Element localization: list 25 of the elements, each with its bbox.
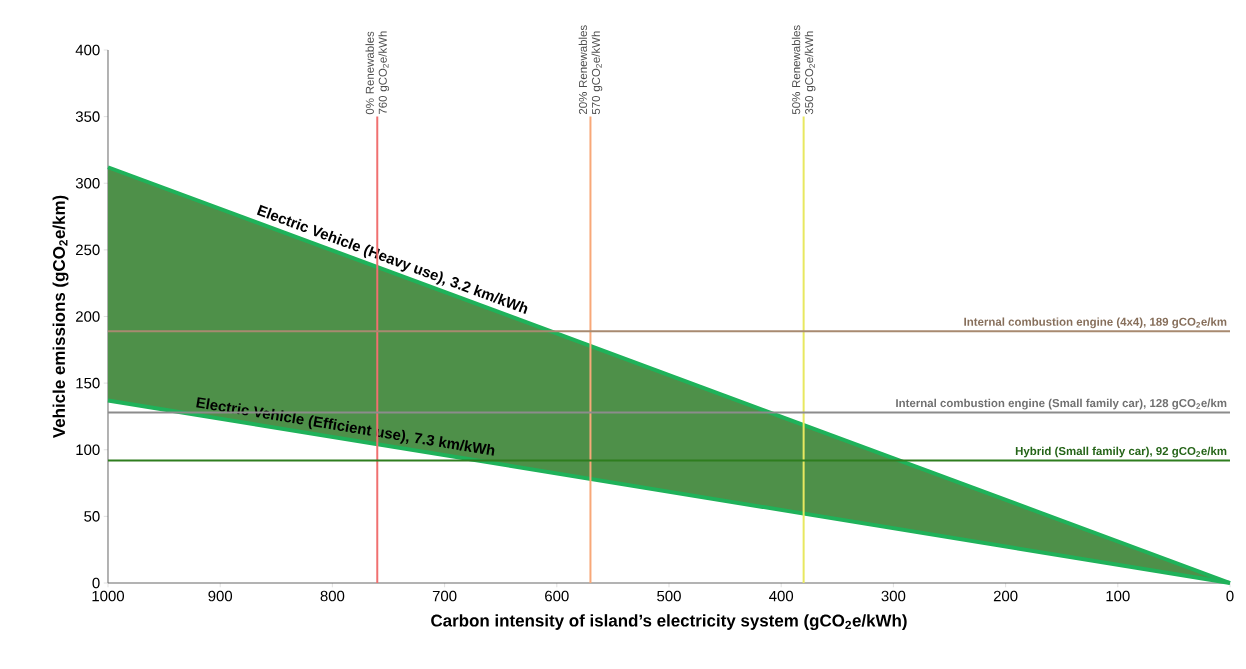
y-tick-label: 50 — [84, 511, 100, 522]
x-tick-label: 1000 — [92, 590, 125, 602]
x-axis-title: Carbon intensity of island’s electricity system (gCO$_{2}$e/kWh) — [431, 614, 907, 631]
x-tick-label: 900 — [208, 590, 233, 602]
x-tick-label: 300 — [881, 590, 906, 602]
y-tick-label: 350 — [75, 111, 100, 122]
y-tick-label: 250 — [76, 244, 100, 256]
y-axis-title: Vehicle emissions (gCO$_{2}$e/km) — [52, 195, 69, 439]
y-tick-label: 150 — [76, 377, 100, 389]
y-tick-label: 0 — [92, 577, 100, 589]
x-tick-label: 700 — [432, 590, 457, 602]
y-tick-label: 100 — [76, 444, 100, 456]
x-tick-label: 400 — [769, 590, 794, 602]
y-tick-label: 300 — [75, 177, 100, 189]
ref-line-label: Internal combustion engine (4x4), 189 gCO$_{2}$e/km — [964, 317, 1227, 329]
y-tick-label: 200 — [76, 311, 100, 322]
ref-line-label: Hybrid (Small family car), 92 gCO$_{2}$e/km — [1015, 446, 1227, 458]
x-tick-label: 800 — [320, 590, 345, 602]
x-tick-label: 600 — [545, 590, 569, 602]
x-tick-label: 500 — [657, 590, 681, 602]
x-tick-label: 100 — [1106, 590, 1130, 602]
ref-line-label: Internal combustion engine (Small family car), 128 gCO$_{2}$e/km — [896, 398, 1227, 410]
x-tick-label: 200 — [993, 590, 1018, 602]
y-tick-label: 400 — [75, 44, 100, 56]
x-tick-label: 0 — [1226, 590, 1234, 602]
